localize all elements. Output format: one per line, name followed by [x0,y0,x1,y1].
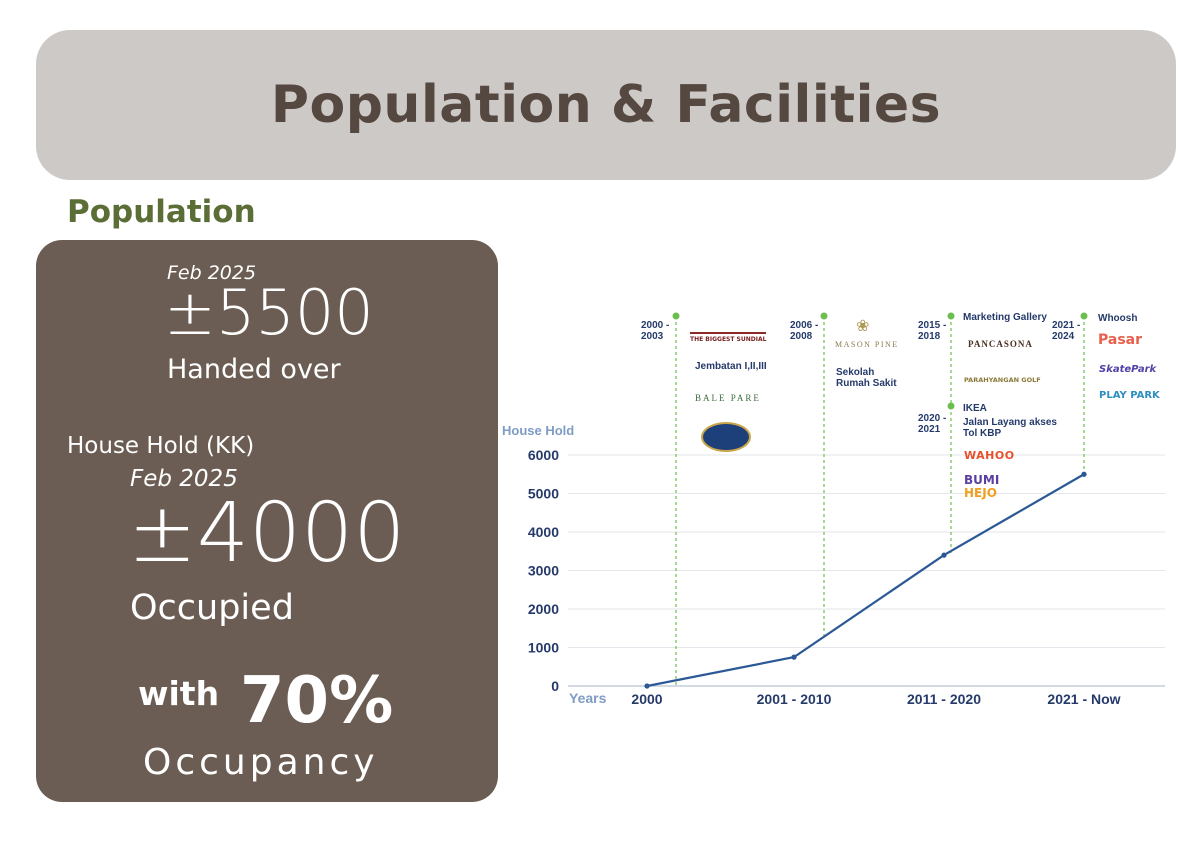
milestone-dot [947,312,955,320]
grid-layer [568,454,1165,687]
milestone-item: Sekolah [836,367,875,378]
logo-play-park: PLAY PARK [1099,390,1160,401]
data-point [941,552,947,558]
y-tick-label: 0 [551,678,559,694]
household-heading: House Hold (KK) [67,433,255,459]
data-point [1081,471,1087,477]
milestone-dot [947,402,955,410]
milestone-dot [820,312,828,320]
logo-pasar: Pasar [1098,332,1143,348]
logo-mason-pine: MASON PINE [835,340,899,349]
data-point [644,683,650,689]
milestone-period-2000-end: 2003 [641,331,664,342]
milestone-period-2021-end: 2024 [1052,331,1075,342]
y-tick-label: 5000 [528,486,559,502]
logo-parahyangan: PARAHYANGAN GOLF [964,376,1041,384]
occupancy-label: Occupancy [143,742,379,783]
milestone-period-2006-end: 2008 [790,331,813,342]
tick-layer: 0 1000 2000 3000 4000 5000 6000 House Hold Years… [502,423,1121,707]
page-title: Population & Facilities [270,75,942,135]
x-axis-label: Years [569,690,607,706]
chart-svg: 0 1000 2000 3000 4000 5000 6000 House Hold Years… [502,312,1165,707]
milestone-period-2006-start: 2006 - [790,320,819,331]
x-tick-label: 2001 - 2010 [757,691,832,707]
logo-sundial: THE BIGGEST SUNDIAL [690,332,767,343]
household-date: Feb 2025 [130,466,238,492]
handed-over-date: Feb 2025 [167,262,257,284]
milestone-item: Whoosh [1098,313,1138,324]
occupancy-value: 70% [240,664,394,738]
logo-bumi-hejo-2: HEJO [964,486,997,500]
y-tick-label: 1000 [528,640,559,656]
series-layer [644,471,1087,689]
x-tick-label: 2011 - 2020 [907,691,981,707]
title-bar: Population & Facilities [36,30,1176,180]
data-point [791,654,797,660]
milestone-dot [1080,312,1088,320]
logo-pancasona: PANCASONA [968,339,1033,349]
milestone-period-2020-start: 2020 - [918,413,947,424]
milestone-period-2015-start: 2015 - [918,320,947,331]
series-line [646,473,1085,688]
y-tick-label: 6000 [528,447,559,463]
population-chart: 0 1000 2000 3000 4000 5000 6000 House Hold Years… [500,300,1190,720]
logo-wahoo: WAHOO [964,449,1015,462]
occupancy-prefix: with [138,674,220,713]
logo-bumi-hejo-1: BUMI [964,473,1000,487]
milestone-layer [672,312,1088,686]
y-tick-label: 4000 [528,524,559,540]
handed-over-label: Handed over [167,354,341,385]
milestone-period-2020-end: 2021 [918,424,941,435]
milestone-item: Rumah Sakit [836,378,897,389]
household-label: Occupied [130,588,294,628]
logo-bale-pare: BALE PARE [695,393,761,403]
stats-card: Feb 2025 ±5500 Handed over House Hold (K… [36,240,498,802]
section-title: Population [67,194,256,230]
logo-bale-seni [701,422,751,452]
milestone-period-2021-start: 2021 - [1052,320,1081,331]
milestone-dot [672,312,680,320]
milestone-period-2015-end: 2018 [918,331,941,342]
y-axis-label: House Hold [502,423,574,438]
household-value: ±4000 [128,486,406,581]
milestone-item: Tol KBP [963,428,1002,439]
milestone-item: IKEA [963,403,987,414]
milestone-item: Jalan Layang akses [963,417,1057,428]
x-tick-label: 2021 - Now [1047,691,1120,707]
y-tick-label: 3000 [528,563,559,579]
x-tick-label: 2000 [631,691,662,707]
milestone-period-2000-start: 2000 - [641,320,670,331]
milestone-item: Marketing Gallery [963,312,1047,323]
milestone-item: Jembatan I,II,III [695,361,767,372]
handed-over-value: ±5500 [164,276,374,349]
y-tick-label: 2000 [528,601,559,617]
logo-skate-park: SkatePark [1099,364,1157,375]
logo-mason-pine-mark: ❀ [856,316,870,335]
